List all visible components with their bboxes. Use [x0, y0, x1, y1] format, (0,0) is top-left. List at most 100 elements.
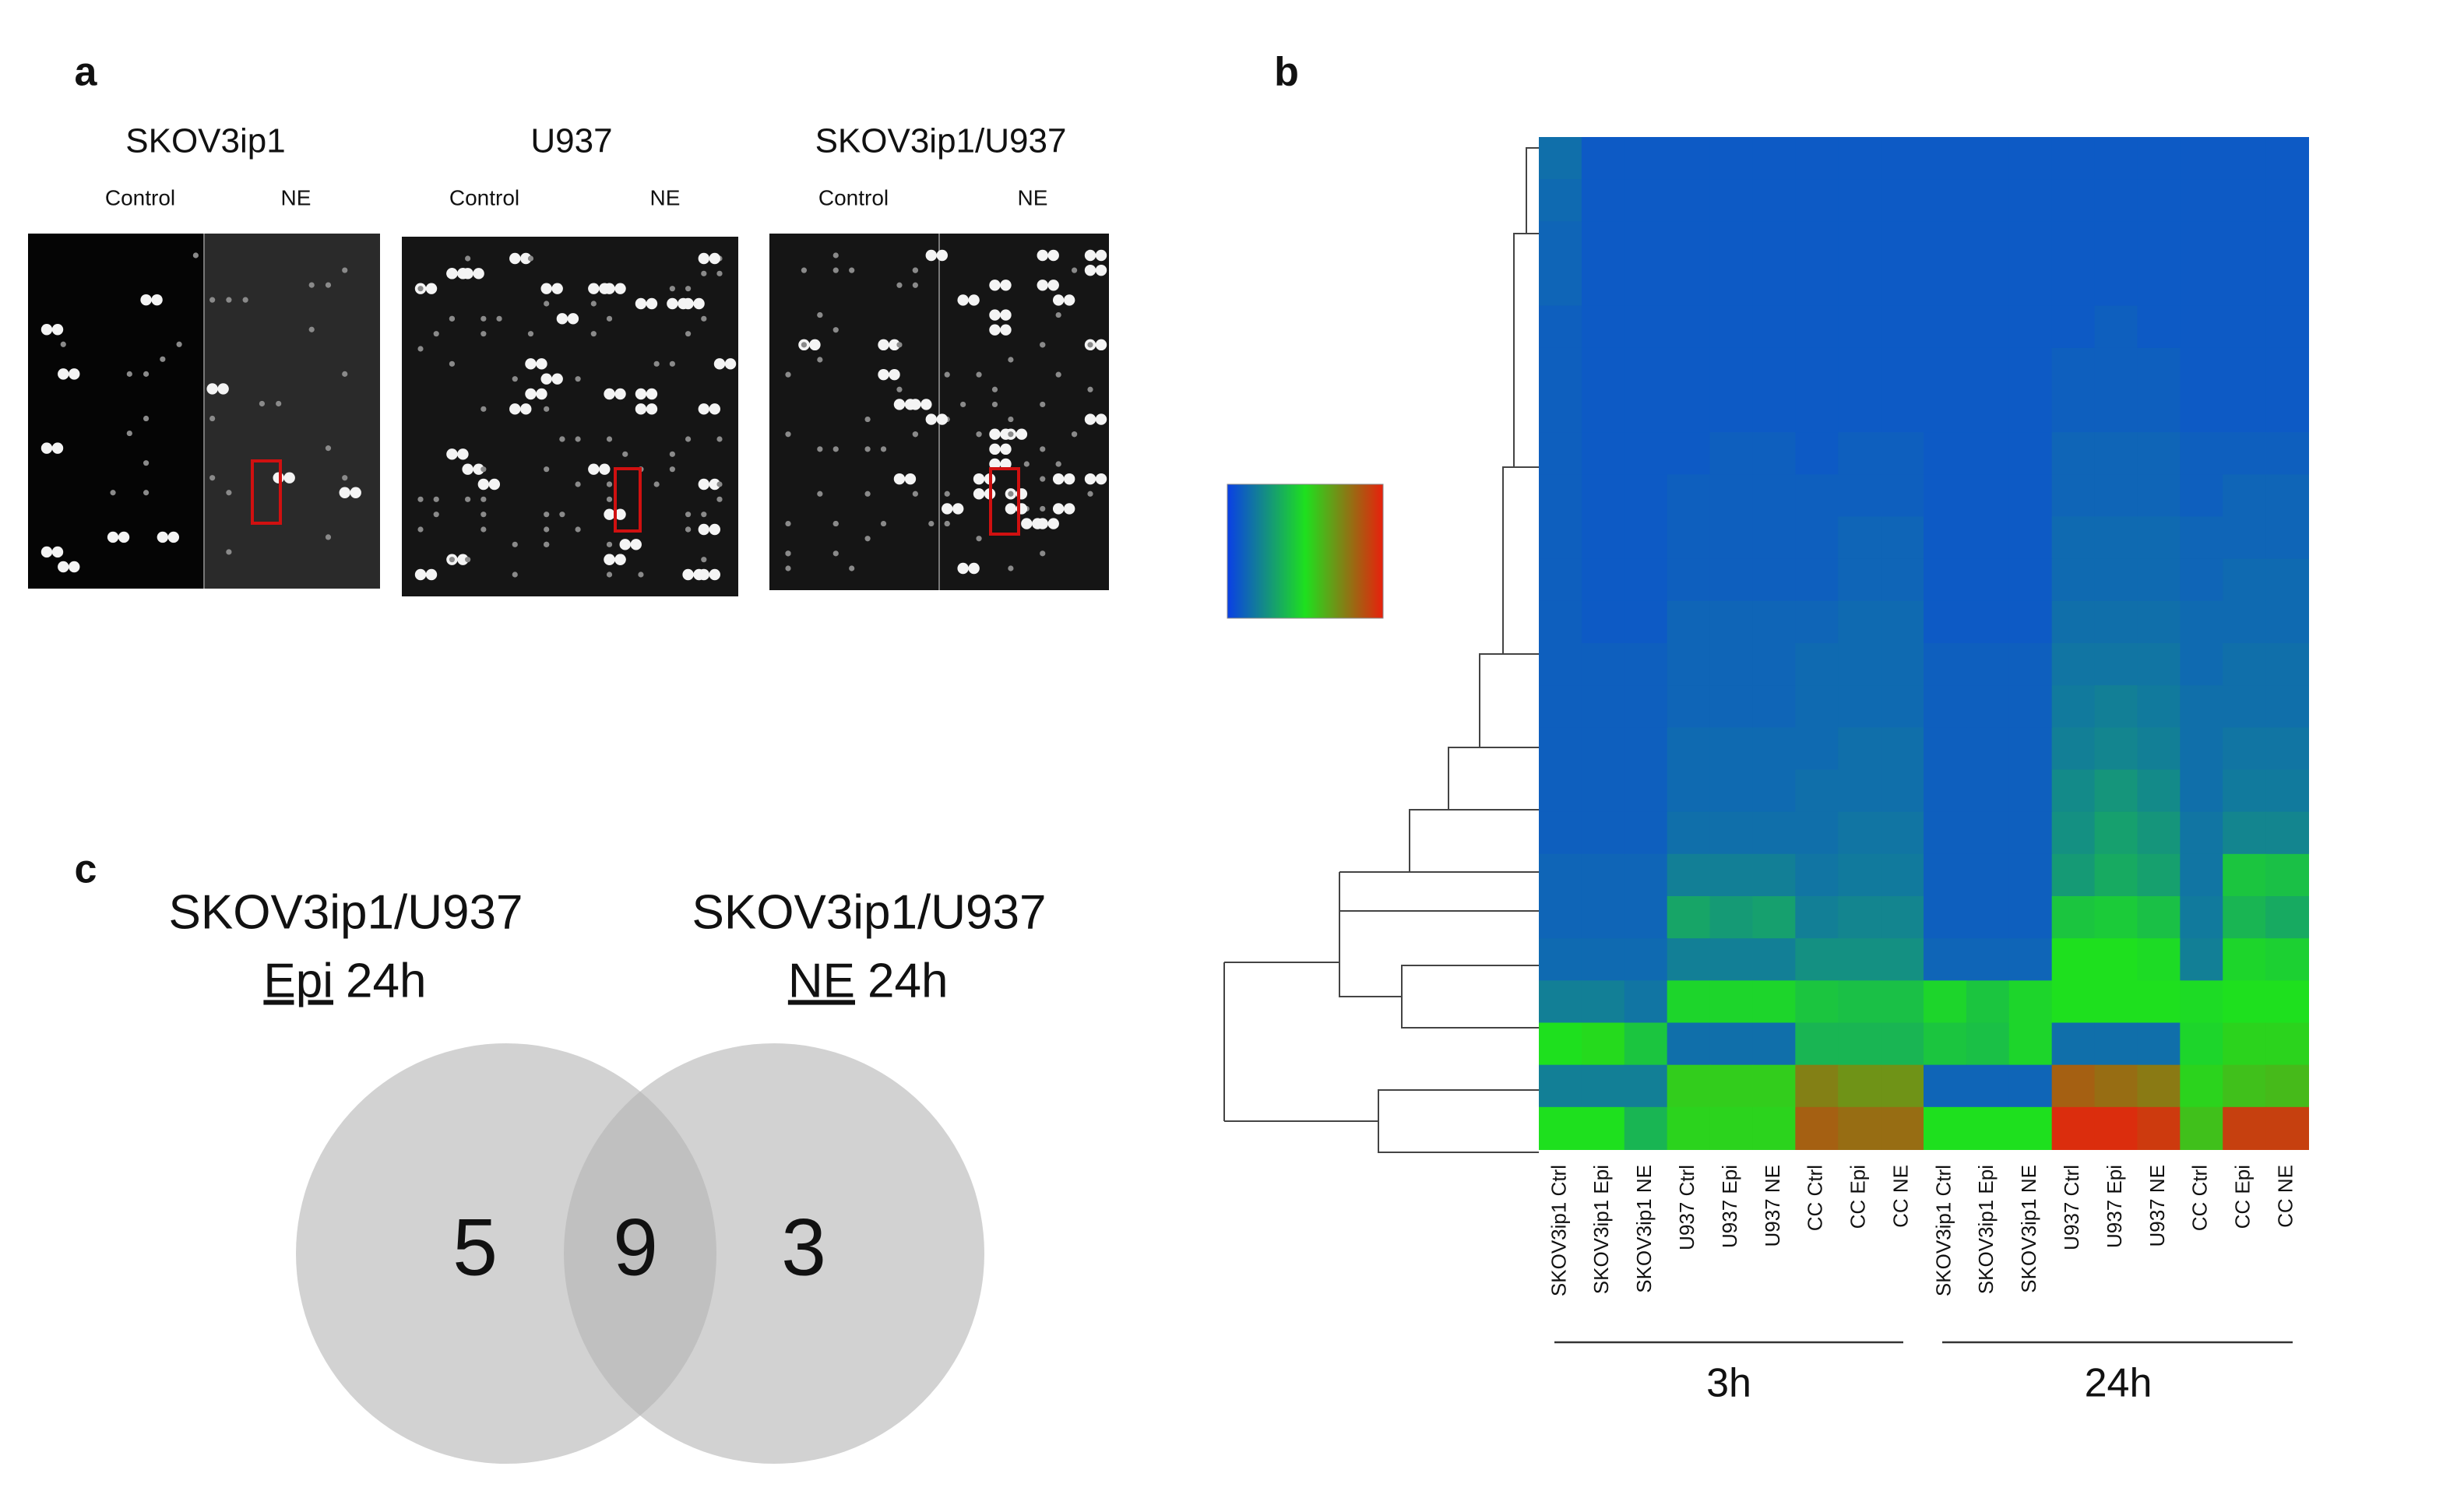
heatmap-cell: [1838, 347, 1882, 391]
blot-spot: [801, 342, 808, 348]
heatmap-cell: [2094, 1064, 2138, 1108]
blot-spot: [480, 526, 487, 533]
heatmap-cell: [1795, 1106, 1839, 1150]
heatmap-cell: [1539, 137, 1582, 181]
heatmap-cell: [1667, 221, 1711, 265]
heatmap-cell: [2137, 432, 2181, 476]
heatmap-cell: [1539, 516, 1582, 560]
heatmap-cell: [1709, 305, 1754, 349]
heatmap-cell: [1924, 474, 1967, 518]
heatmap-cell: [1667, 1106, 1711, 1150]
heatmap-cell: [1624, 769, 1668, 813]
blot-spot: [936, 413, 948, 425]
heatmap-cell: [2265, 1022, 2309, 1066]
heatmap-cell: [2051, 558, 2096, 602]
heatmap-cell: [2137, 769, 2181, 813]
heatmap-cell: [1881, 853, 1924, 897]
heatmap-cell: [1881, 179, 1924, 223]
group-label: 24h: [2085, 1361, 2152, 1406]
blot-spot: [669, 360, 675, 367]
heatmap-cell: [2265, 727, 2309, 771]
blot-spot: [989, 428, 1001, 440]
blot-spot: [417, 346, 424, 352]
heatmap-cell: [1539, 643, 1582, 687]
heatmap-cell: [2137, 1064, 2181, 1108]
heatmap-cell: [2094, 980, 2138, 1024]
blot-spot: [817, 357, 823, 363]
blot-spot: [864, 491, 871, 497]
heatmap-cell: [1838, 938, 1882, 982]
heatmap-cell: [2137, 263, 2181, 307]
blot-spot: [1040, 476, 1046, 482]
heatmap-cell: [1624, 643, 1668, 687]
blot-spot: [864, 446, 871, 452]
heatmap-cell: [1581, 137, 1625, 181]
heatmap-cell: [1581, 263, 1625, 307]
heatmap-cell: [1752, 179, 1797, 223]
heatmap-cell: [1581, 1022, 1625, 1066]
heatmap-cell: [2094, 811, 2138, 855]
heatmap-cell: [1838, 558, 1882, 602]
blot-spot: [622, 451, 628, 457]
heatmap-cell: [2137, 137, 2181, 181]
heatmap-cell: [1581, 811, 1625, 855]
heatmap-cell: [2223, 769, 2267, 813]
highlight-box: [251, 459, 282, 525]
blot-spot: [942, 503, 953, 515]
heatmap-cell: [2008, 811, 2053, 855]
heatmap-cell: [1752, 896, 1797, 940]
blot-spot: [968, 562, 980, 575]
heatmap-cell: [1795, 305, 1839, 349]
heatmap-cell: [2137, 305, 2181, 349]
blot-image: [204, 234, 380, 589]
heatmap-cell: [2051, 685, 2096, 729]
panel-label: c: [75, 847, 97, 892]
blot-spot: [878, 368, 889, 381]
heatmap-cell: [1795, 179, 1839, 223]
heatmap-cell: [1838, 390, 1882, 434]
blot-spot: [685, 286, 692, 292]
heatmap-cell: [2265, 263, 2309, 307]
heatmap-cell: [1752, 474, 1797, 518]
blot-spot: [465, 255, 471, 262]
blot-spot: [606, 541, 613, 547]
heatmap-cell: [2051, 1022, 2096, 1066]
blot-spot: [646, 297, 658, 310]
heatmap-cell: [2223, 1106, 2267, 1150]
heatmap-cell: [2008, 390, 2053, 434]
blot-condition: NE: [1018, 185, 1048, 209]
heatmap-cell: [1881, 263, 1924, 307]
heatmap-cell: [1966, 179, 2010, 223]
heatmap-cell: [2137, 516, 2181, 560]
heatmap-cell: [1838, 727, 1882, 771]
heatmap-cell: [2265, 769, 2309, 813]
blot-spot: [817, 491, 823, 497]
heatmap-cell: [2223, 390, 2267, 434]
heatmap-cell: [2265, 938, 2309, 982]
blot-spot: [709, 478, 720, 491]
heatmap-cell: [2137, 1106, 2181, 1150]
heatmap-cell: [2137, 474, 2181, 518]
heatmap-cell: [1709, 938, 1754, 982]
heatmap-cell: [2094, 600, 2138, 644]
heatmap-cell: [1966, 811, 2010, 855]
heatmap-cell: [2223, 938, 2267, 982]
blot-spot: [606, 571, 613, 578]
heatmap-cell: [1795, 263, 1839, 307]
heatmap-cell: [1581, 853, 1625, 897]
blot-spot: [1052, 473, 1065, 485]
blot-spot: [864, 416, 871, 423]
heatmap-cell: [1924, 685, 1967, 729]
blot-spot: [716, 270, 723, 276]
heatmap-cell: [2180, 516, 2224, 560]
heatmap-cell: [1539, 1022, 1582, 1066]
blot-spot: [1071, 267, 1078, 273]
heatmap-cell: [1795, 938, 1839, 982]
heatmap-cell: [1709, 1022, 1754, 1066]
heatmap-cell: [1924, 432, 1967, 476]
heatmap-cell: [1795, 474, 1839, 518]
heatmap-cell: [1667, 263, 1711, 307]
blot-spot: [339, 487, 350, 498]
heatmap-cell: [2137, 811, 2181, 855]
highlight-box: [614, 467, 642, 533]
